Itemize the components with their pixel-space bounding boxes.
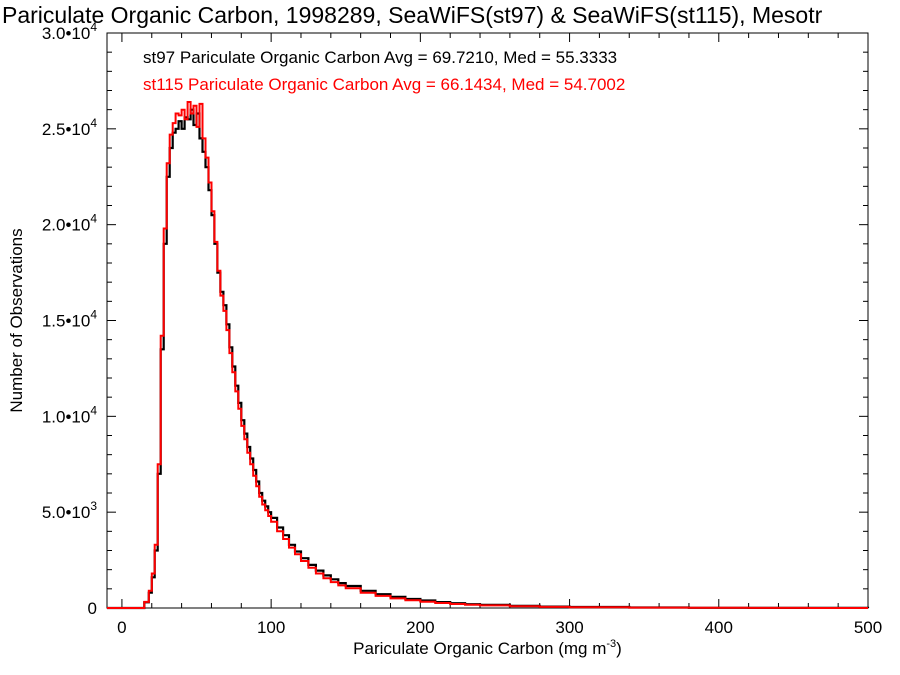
x-tick-label: 200 [406,618,434,637]
y-tick-label: 3.0•104 [42,20,98,43]
chart-title: Pariculate Organic Carbon, 1998289, SeaW… [2,2,823,28]
series-line-st115 [107,101,868,609]
y-tick-label: 1.0•104 [42,403,98,426]
y-tick-label: 1.5•104 [42,308,98,331]
annotation-0: st97 Pariculate Organic Carbon Avg = 69.… [143,48,617,67]
x-tick-label: 0 [117,618,126,637]
y-tick-label: 2.0•104 [42,212,98,235]
y-tick-label: 5.0•103 [42,499,98,522]
y-tick-label: 0 [88,599,97,618]
annotation-1: st115 Pariculate Organic Carbon Avg = 66… [143,75,625,94]
x-tick-label: 100 [257,618,285,637]
plot-frame [106,32,869,609]
x-tick-label: 400 [705,618,733,637]
x-tick-label: 500 [854,618,882,637]
x-axis-label: Pariculate Organic Carbon (mg m-3) [353,638,622,658]
series-line-st97 [107,108,870,610]
y-tick-label: 2.5•104 [42,116,98,139]
x-tick-label: 300 [555,618,583,637]
y-axis-label: Number of Observations [7,228,26,412]
